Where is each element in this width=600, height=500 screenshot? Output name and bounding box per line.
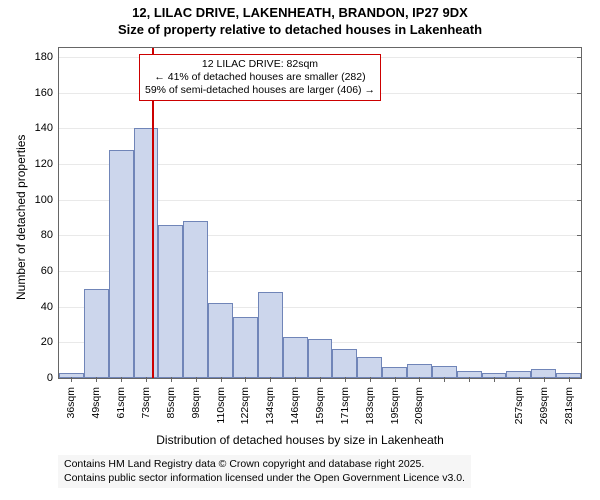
- y-tick-label: 40: [41, 301, 59, 313]
- histogram-bar: [109, 150, 134, 378]
- x-axis-label: Distribution of detached houses by size …: [0, 433, 600, 447]
- histogram-bar: [183, 221, 208, 378]
- x-tick-label: 257sqm: [513, 383, 525, 424]
- y-tick-label: 160: [35, 87, 59, 99]
- annotation-line1: 12 LILAC DRIVE: 82sqm: [202, 58, 318, 70]
- x-tick-label: 49sqm: [90, 383, 102, 419]
- annotation-line2: ← 41% of detached houses are smaller (28…: [154, 71, 365, 83]
- histogram-bar: [308, 339, 333, 378]
- x-tick-label: 85sqm: [165, 383, 177, 419]
- x-tick-label: 122sqm: [239, 383, 251, 424]
- footer-line1: Contains HM Land Registry data © Crown c…: [64, 458, 424, 470]
- x-tick-label: 36sqm: [65, 383, 77, 419]
- x-tick-label: 61sqm: [115, 383, 127, 419]
- y-tick-label: 60: [41, 265, 59, 277]
- y-tick-label: 140: [35, 122, 59, 134]
- x-tick-label: 208sqm: [413, 383, 425, 424]
- histogram-bar: [283, 337, 308, 378]
- histogram-bar: [258, 292, 283, 378]
- x-tick-label: 134sqm: [264, 383, 276, 424]
- annotation-box: 12 LILAC DRIVE: 82sqm← 41% of detached h…: [139, 54, 381, 101]
- y-axis-label: Number of detached properties: [14, 135, 28, 300]
- y-tick-label: 120: [35, 158, 59, 170]
- histogram-bar: [407, 364, 432, 378]
- y-tick-label: 0: [47, 372, 59, 384]
- x-tick-label: 73sqm: [140, 383, 152, 419]
- y-tick-label: 180: [35, 51, 59, 63]
- x-tick-label: 110sqm: [215, 383, 227, 424]
- histogram-bar: [158, 225, 183, 378]
- histogram-bar: [134, 128, 159, 378]
- chart-container: { "title_line1": "12, LILAC DRIVE, LAKEN…: [0, 0, 600, 500]
- y-tick-label: 100: [35, 194, 59, 206]
- x-tick-label: 281sqm: [563, 383, 575, 424]
- annotation-line3: 59% of semi-detached houses are larger (…: [145, 84, 375, 96]
- x-tick-label: 98sqm: [190, 383, 202, 419]
- x-tick-label: 269sqm: [538, 383, 550, 424]
- y-tick-label: 20: [41, 336, 59, 348]
- plot-area: 02040608010012014016018036sqm49sqm61sqm7…: [58, 47, 582, 379]
- histogram-bar: [357, 357, 382, 378]
- histogram-bar: [84, 289, 109, 378]
- x-tick-label: 195sqm: [389, 383, 401, 424]
- histogram-bar: [332, 349, 357, 378]
- chart-title-line2: Size of property relative to detached ho…: [0, 22, 600, 37]
- footer-line2: Contains public sector information licen…: [64, 472, 465, 484]
- histogram-bar: [233, 317, 258, 378]
- x-tick-label: 146sqm: [289, 383, 301, 424]
- x-tick-label: 171sqm: [339, 383, 351, 424]
- y-tick-label: 80: [41, 229, 59, 241]
- x-tick-label: 159sqm: [314, 383, 326, 424]
- chart-title-line1: 12, LILAC DRIVE, LAKENHEATH, BRANDON, IP…: [0, 5, 600, 20]
- attribution-footer: Contains HM Land Registry data © Crown c…: [58, 455, 471, 488]
- histogram-bar: [208, 303, 233, 378]
- x-tick-label: 183sqm: [364, 383, 376, 424]
